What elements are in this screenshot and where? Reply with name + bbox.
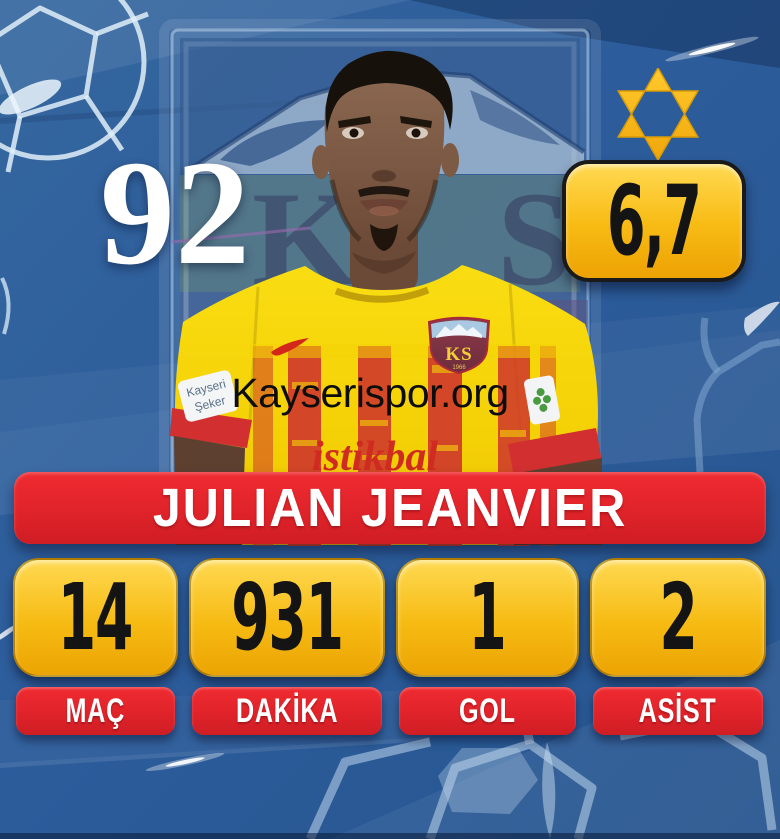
stat-value-box: 931 <box>189 558 385 677</box>
stat-label: DAKİKA <box>235 692 339 730</box>
rating-value: 6,7 <box>607 165 702 277</box>
soccer-ball-top-left-icon <box>0 0 149 335</box>
player-number: 92 <box>100 130 250 296</box>
stat-value: 14 <box>58 563 134 671</box>
right-ear <box>441 143 459 177</box>
jersey-collar <box>334 286 430 303</box>
stat-label: ASİST <box>639 692 717 730</box>
stat-value-box: 14 <box>13 558 178 677</box>
jersey-crest-icon: KS 1966 <box>427 316 491 375</box>
six-pointed-star-icon <box>616 68 700 162</box>
stat-value: 931 <box>231 563 344 671</box>
watermark-text: Kayserispor.org <box>231 370 509 416</box>
stat-label-box: DAKİKA <box>192 687 382 735</box>
stat-label-box: MAÇ <box>16 687 175 735</box>
stat-value: 1 <box>468 563 507 671</box>
swoosh-logo-icon <box>271 338 309 356</box>
soccer-ball-right-icon <box>693 317 780 473</box>
stat-column-dakika: 931 DAKİKA <box>189 558 385 738</box>
stat-column-gol: 1 GOL <box>396 558 579 738</box>
crest-initials-text: KS <box>445 344 472 365</box>
stat-value: 2 <box>659 563 697 671</box>
sleeve-patch-right <box>524 375 560 425</box>
stat-column-asist: 2 ASİST <box>590 558 766 738</box>
stat-label: GOL <box>459 692 516 730</box>
stat-value-box: 2 <box>590 558 766 677</box>
stat-label-box: ASİST <box>593 687 763 735</box>
sleeve-patch-emblem-icon <box>533 388 551 412</box>
bottom-edge-strip <box>0 833 780 839</box>
player-eyes <box>342 127 428 139</box>
rating-badge: 6,7 <box>562 160 746 282</box>
sleeve-sponsor-patch: Kayseri Şeker <box>177 370 239 422</box>
left-ear <box>312 145 330 179</box>
player-name: JULIAN JEANVIER <box>152 478 628 538</box>
stat-label: MAÇ <box>65 692 126 730</box>
stat-column-mac: 14 MAÇ <box>13 558 178 738</box>
shine-streak-icon <box>0 36 780 771</box>
player-hair <box>325 50 453 132</box>
stat-value-box: 1 <box>396 558 579 677</box>
crest-year-text: 1966 <box>452 365 466 371</box>
player-name-banner: JULIAN JEANVIER <box>14 472 766 544</box>
stat-label-box: GOL <box>399 687 576 735</box>
soccer-ball-bottom-right-icon <box>305 698 777 839</box>
